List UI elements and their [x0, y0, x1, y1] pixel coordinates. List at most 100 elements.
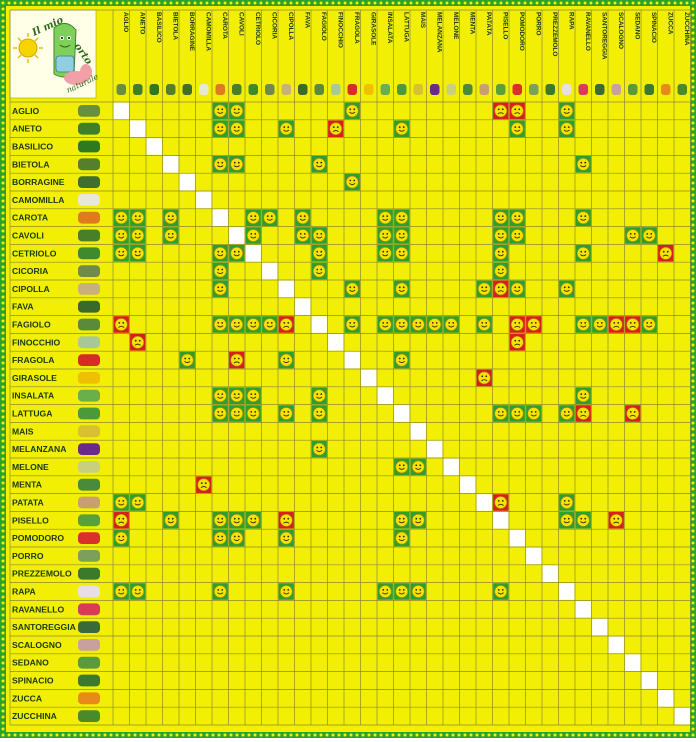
- vegetable-icon: [479, 84, 489, 95]
- diagonal-cell: [625, 654, 641, 671]
- smiley-face-icon: [345, 282, 359, 296]
- diagonal-cell: [559, 583, 575, 600]
- smiley-face-icon: [230, 513, 244, 527]
- smiley-face-icon: [213, 247, 227, 260]
- row-label: PORRO: [12, 551, 44, 561]
- smiley-face-icon: [131, 247, 145, 260]
- diagonal-cell: [526, 547, 542, 565]
- vegetable-icon: [430, 84, 440, 95]
- row-label: CICORIA: [12, 266, 48, 276]
- smiley-face-icon: [576, 158, 590, 171]
- smiley-face-icon: [131, 496, 145, 509]
- smiley-face-icon: [395, 318, 409, 331]
- smiley-face-icon: [312, 264, 326, 278]
- smiley-face-icon: [428, 318, 442, 331]
- vegetable-icon: [78, 425, 100, 438]
- frown-face-icon: [279, 513, 293, 527]
- vegetable-icon: [78, 550, 100, 562]
- diagonal-cell: [113, 102, 129, 120]
- vegetable-icon: [78, 674, 100, 687]
- smiley-face-icon: [560, 282, 574, 296]
- smiley-face-icon: [246, 407, 260, 420]
- row-label: CAROTA: [12, 213, 48, 223]
- vegetable-icon: [78, 283, 100, 295]
- vegetable-icon: [529, 84, 539, 95]
- smiley-face-icon: [213, 318, 227, 331]
- diagonal-cell: [328, 334, 344, 351]
- smiley-face-icon: [296, 229, 310, 242]
- diagonal-cell: [427, 440, 443, 458]
- frown-face-icon: [510, 318, 524, 331]
- row-label: AGLIO: [12, 106, 40, 116]
- column-header: MELANZANA: [435, 12, 442, 53]
- vegetable-icon: [496, 84, 506, 95]
- diagonal-cell: [377, 387, 393, 404]
- row-label: PATATA: [12, 498, 44, 508]
- smiley-face-icon: [279, 585, 293, 598]
- smiley-face-icon: [131, 585, 145, 598]
- column-header: BIETOLA: [171, 12, 178, 40]
- smiley-face-icon: [164, 513, 178, 527]
- smiley-face-icon: [230, 104, 244, 118]
- smiley-face-icon: [180, 353, 194, 367]
- diagonal-cell: [262, 262, 278, 280]
- row-label: PISELLO: [12, 515, 49, 525]
- smiley-face-icon: [510, 407, 524, 420]
- row-label: SPINACIO: [12, 676, 54, 686]
- smiley-face-icon: [312, 247, 326, 260]
- diagonal-cell: [229, 227, 245, 244]
- smiley-face-icon: [131, 229, 145, 242]
- smiley-face-icon: [213, 158, 227, 171]
- row-label: PREZZEMOLO: [12, 569, 72, 579]
- vegetable-icon: [78, 514, 100, 527]
- smiley-face-icon: [395, 531, 409, 545]
- smiley-face-icon: [230, 318, 244, 331]
- smiley-face-icon: [246, 211, 260, 224]
- vegetable-icon: [78, 567, 100, 580]
- column-header: INSALATA: [386, 12, 393, 44]
- row-icons: [78, 105, 100, 722]
- mascot-icon: [53, 23, 92, 85]
- diagonal-cell: [163, 156, 179, 173]
- smiley-face-icon: [131, 211, 145, 224]
- row-label: LATTUGA: [12, 409, 52, 419]
- frown-face-icon: [609, 318, 623, 331]
- smiley-face-icon: [576, 389, 590, 403]
- smiley-face-icon: [642, 229, 656, 242]
- smiley-face-icon: [246, 229, 260, 242]
- smiley-face-icon: [494, 247, 508, 260]
- column-header: CETRIOLO: [254, 12, 261, 45]
- column-header: SPINACIO: [650, 12, 657, 43]
- smiley-face-icon: [164, 229, 178, 242]
- column-header: CAMOMILLA: [204, 12, 211, 51]
- smiley-face-icon: [560, 104, 574, 118]
- column-header: GIRASOLE: [369, 12, 376, 46]
- row-label: MENTA: [12, 480, 42, 490]
- smiley-face-icon: [576, 211, 590, 224]
- column-header: BASILICO: [155, 12, 162, 43]
- smiley-face-icon: [345, 104, 359, 118]
- vegetable-icon: [545, 84, 555, 95]
- vegetable-icon: [562, 84, 572, 95]
- smiley-face-icon: [477, 282, 491, 296]
- row-label: CAVOLI: [12, 231, 44, 241]
- row-label: MELANZANA: [12, 444, 66, 454]
- diagonal-cell: [196, 191, 212, 209]
- vegetable-icon: [248, 84, 258, 95]
- vegetable-icon: [364, 84, 374, 95]
- smiley-face-icon: [345, 175, 359, 189]
- column-header: PORRO: [534, 12, 541, 35]
- smiley-face-icon: [230, 389, 244, 403]
- smiley-face-icon: [494, 407, 508, 420]
- vegetable-icon: [78, 461, 100, 473]
- column-header: FAGIOLO: [320, 12, 327, 41]
- frown-face-icon: [527, 318, 541, 331]
- vegetable-icon: [314, 84, 324, 95]
- diagonal-cell: [542, 565, 558, 582]
- smiley-face-icon: [395, 247, 409, 260]
- column-icons: [116, 84, 687, 95]
- smiley-face-icon: [213, 282, 227, 296]
- smiley-face-icon: [510, 211, 524, 224]
- column-header: LATTUGA: [402, 12, 409, 42]
- vegetable-icon: [78, 407, 100, 420]
